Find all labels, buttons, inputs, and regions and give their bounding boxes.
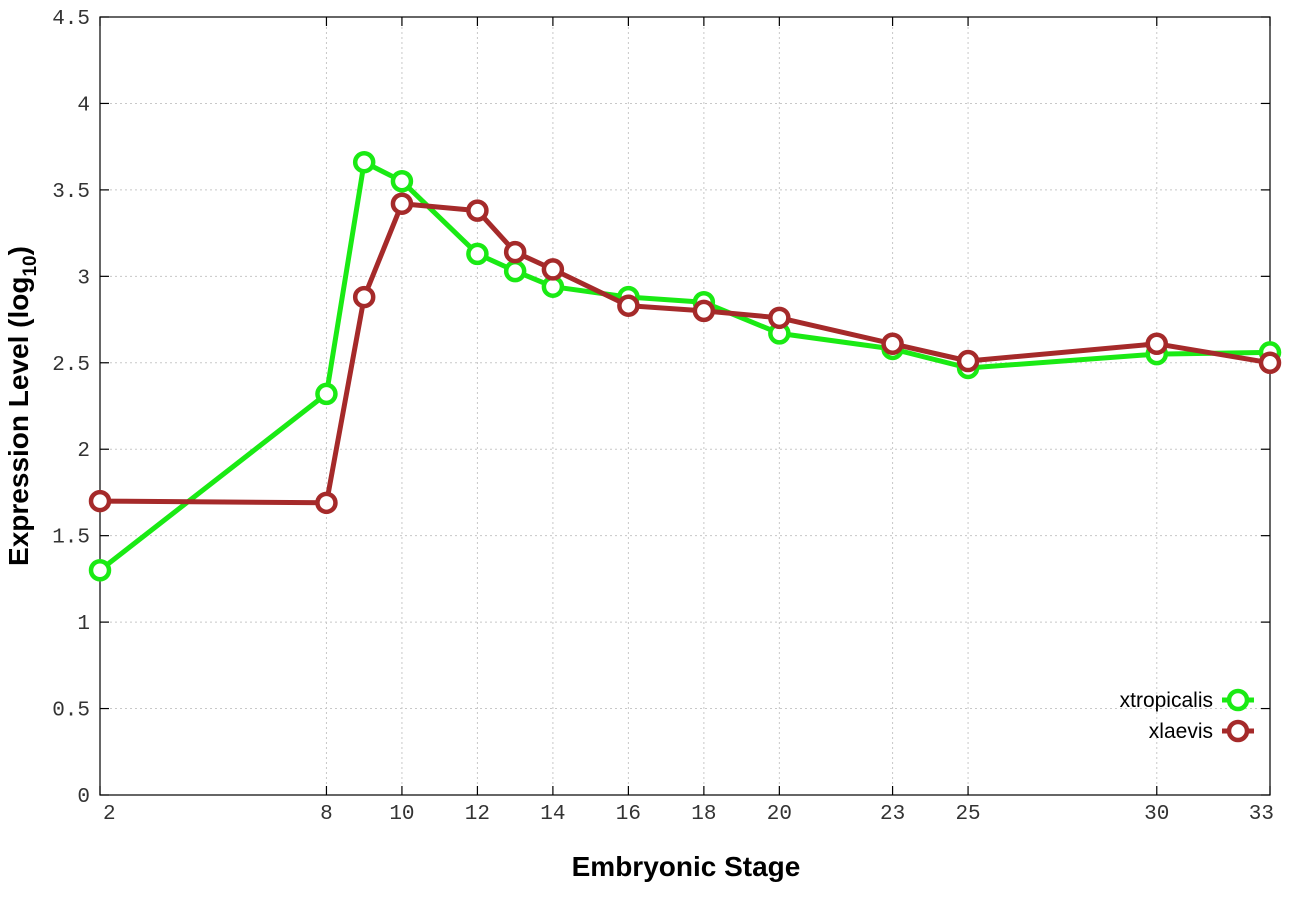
data-point-xtropicalis [315,382,338,406]
x-tick-label: 30 [1144,803,1169,826]
data-point-xtropicalis [503,259,527,283]
data-point-xtropicalis [390,169,414,193]
data-point-xlaevis [692,299,716,323]
y-tick-label: 3 [77,267,90,290]
series-layer [88,150,1282,582]
data-point-xlaevis [1258,351,1282,375]
x-tick-label: 12 [465,803,490,826]
x-tick-label: 25 [955,803,980,826]
y-tick-label: 4.5 [52,8,90,31]
legend-label-xtropicalis: xtropicalis [1120,689,1213,712]
x-tick-label: 18 [691,803,716,826]
x-tick-label: 33 [1249,803,1274,826]
data-point-xlaevis [503,240,527,264]
data-point-xlaevis [390,192,414,215]
series-xlaevis [88,192,1282,515]
data-point-xlaevis [315,491,338,515]
data-point-xlaevis [466,199,489,222]
x-tick-label: 8 [320,803,333,826]
x-tick-label: 2 [103,803,116,826]
series-line-xlaevis [99,201,1271,506]
series-line-xtropicalis [98,159,1271,573]
y-tick-label: 1.5 [52,527,90,550]
data-point-xlaevis [88,489,112,513]
grid-layer [100,17,1270,795]
data-point-xtropicalis [466,242,489,266]
x-tick-label: 16 [616,803,641,826]
x-tick-label: 23 [880,803,905,826]
data-point-xlaevis [956,349,980,373]
legend-label-xlaevis: xlaevis [1149,720,1213,743]
series-xtropicalis [88,150,1282,582]
data-point-xtropicalis [352,150,376,174]
legend-marker-xtropicalis [1226,688,1250,712]
legend-marker-xlaevis [1226,719,1250,743]
x-tick-label: 20 [767,803,792,826]
y-tick-label: 4 [77,94,90,117]
y-axis-title: Expression Level (log10) [3,246,41,566]
y-tick-label: 2 [77,440,90,463]
data-point-xlaevis [768,306,791,330]
data-point-xtropicalis [88,558,112,582]
data-point-xlaevis [881,332,904,356]
legend: xtropicalis xlaevis [1120,688,1254,743]
x-tick-label: 14 [540,803,565,826]
plot-frame [99,16,1271,796]
data-point-xlaevis [617,294,640,317]
y-tick-label: 1 [77,613,90,636]
tick-layer: 0 0.5 1 1.5 2 2.5 3 3.5 4 4.5 2 8 10 12 14 16 18 20 23 25 30… [52,8,1274,826]
x-tick-label: 10 [389,803,414,826]
data-point-xlaevis [541,258,565,281]
y-tick-label: 3.5 [52,181,90,204]
data-point-xlaevis [1145,332,1169,356]
x-axis-title: Embryonic Stage [572,851,801,882]
y-tick-label: 0 [77,786,90,809]
data-point-xlaevis [352,285,376,309]
y-tick-label: 2.5 [52,354,90,377]
y-tick-label: 0.5 [52,700,90,723]
